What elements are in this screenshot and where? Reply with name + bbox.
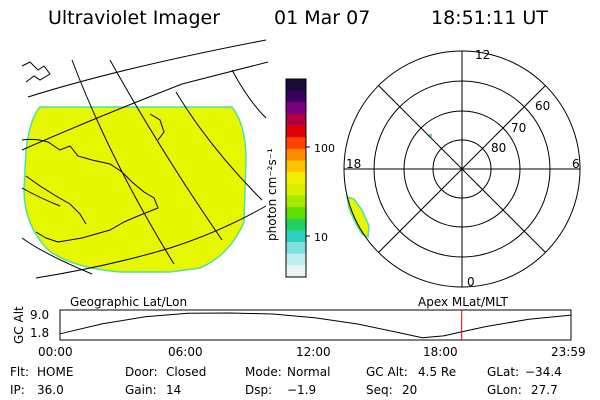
uv-emission-region <box>23 106 247 273</box>
info-gain-label: Gain: <box>125 383 157 397</box>
auroral-patch <box>346 195 370 239</box>
info-flt-label: Flt: <box>10 365 29 379</box>
mlt-label-6: 6 <box>572 157 580 171</box>
colorbar-band <box>286 137 306 150</box>
geographic-map <box>21 39 269 279</box>
info-mode-label: Mode: <box>245 365 282 379</box>
polar-axis <box>378 85 546 253</box>
colorbar-band <box>286 218 306 232</box>
colorbar-unit-label: photon cm⁻²s⁻¹ <box>265 148 279 241</box>
colorbar-band <box>286 172 306 185</box>
altitude-plot: GC Alt 9.0 1.8 <box>12 306 572 344</box>
altitude-series-line <box>59 312 572 339</box>
grid-line <box>21 237 93 275</box>
altitude-xtick: 18:00 <box>423 345 458 359</box>
info-seq-label: Seq: <box>366 383 393 397</box>
grid-line <box>231 69 267 119</box>
colorbar-tick-label: 10 <box>314 231 328 244</box>
info-gain-value: 14 <box>166 383 182 397</box>
colorbar-tick-label: 100 <box>314 142 335 155</box>
colorbar-band <box>286 148 306 162</box>
info-ip-value: 36.0 <box>37 383 64 397</box>
grid-line <box>35 205 267 279</box>
coastline <box>21 61 51 83</box>
date-label: 01 Mar 07 <box>274 7 371 29</box>
info-glat-value: −34.4 <box>525 365 562 379</box>
info-ip-label: IP: <box>10 383 25 397</box>
colorbar-band <box>286 230 306 243</box>
polar-plot: 12 18 6 0 60 70 80 <box>343 48 581 289</box>
altitude-ylabel: GC Alt <box>12 306 26 344</box>
colorbar-band <box>286 160 306 173</box>
info-glon-label: GLon: <box>487 383 522 397</box>
altitude-ytick-bottom: 1.8 <box>30 326 49 340</box>
colorbar-band <box>286 195 306 208</box>
info-dsp-label: Dsp: <box>245 383 273 397</box>
grid-line <box>21 187 61 207</box>
grid-line <box>27 39 267 98</box>
info-door-value: Closed <box>166 365 207 379</box>
colorbar-band <box>286 253 306 266</box>
instrument-title: Ultraviolet Imager <box>48 7 221 29</box>
grid-line <box>175 91 263 201</box>
mlat-label-80: 80 <box>491 141 506 155</box>
colorbar-band <box>286 102 306 115</box>
coastline <box>149 113 165 141</box>
grid-line <box>71 59 175 265</box>
grid-line <box>109 59 223 241</box>
coastline <box>25 175 87 225</box>
info-dsp-value: −1.9 <box>287 383 317 397</box>
mlt-label-0: 0 <box>467 275 475 289</box>
info-mode-value: Normal <box>287 365 331 379</box>
altitude-ytick-top: 9.0 <box>30 308 49 322</box>
auroral-speck <box>429 134 432 137</box>
info-glat-label: GLat: <box>487 365 520 379</box>
mlt-label-12: 12 <box>475 48 490 62</box>
altitude-xtick: 06:00 <box>168 345 203 359</box>
mlat-label-70: 70 <box>511 121 526 135</box>
info-gcalt-label: GC Alt: <box>366 365 408 379</box>
coastline <box>21 138 159 243</box>
info-seq-value: 20 <box>402 383 418 397</box>
color-scale-frame <box>285 78 307 278</box>
geographic-caption: Geographic Lat/Lon <box>70 295 188 309</box>
altitude-xtick: 23:59 <box>551 345 586 359</box>
apex-caption: Apex MLat/MLT <box>418 295 508 309</box>
info-gcalt-value: 4.5 Re <box>418 365 457 379</box>
info-glon-value: 27.7 <box>531 383 558 397</box>
colorbar-band <box>286 242 306 255</box>
time-label: 18:51:11 UT <box>431 7 548 29</box>
info-flt-value: HOME <box>37 365 74 379</box>
colorbar-band <box>286 113 306 127</box>
colorbar-band <box>286 90 306 103</box>
grid-line <box>21 61 269 151</box>
colorbar-band <box>286 125 306 138</box>
colorbar-band <box>286 207 306 220</box>
colorbar-band <box>286 79 306 92</box>
colorbar-band <box>286 183 306 197</box>
altitude-xtick: 12:00 <box>296 345 331 359</box>
mlt-label-18: 18 <box>346 157 361 171</box>
altitude-xtick: 00:00 <box>38 345 73 359</box>
info-door-label: Door: <box>125 365 158 379</box>
color-scale-bar <box>286 79 306 278</box>
altitude-plot-frame <box>59 309 572 341</box>
mlat-label-60: 60 <box>535 99 550 113</box>
colorbar-band <box>286 265 306 278</box>
